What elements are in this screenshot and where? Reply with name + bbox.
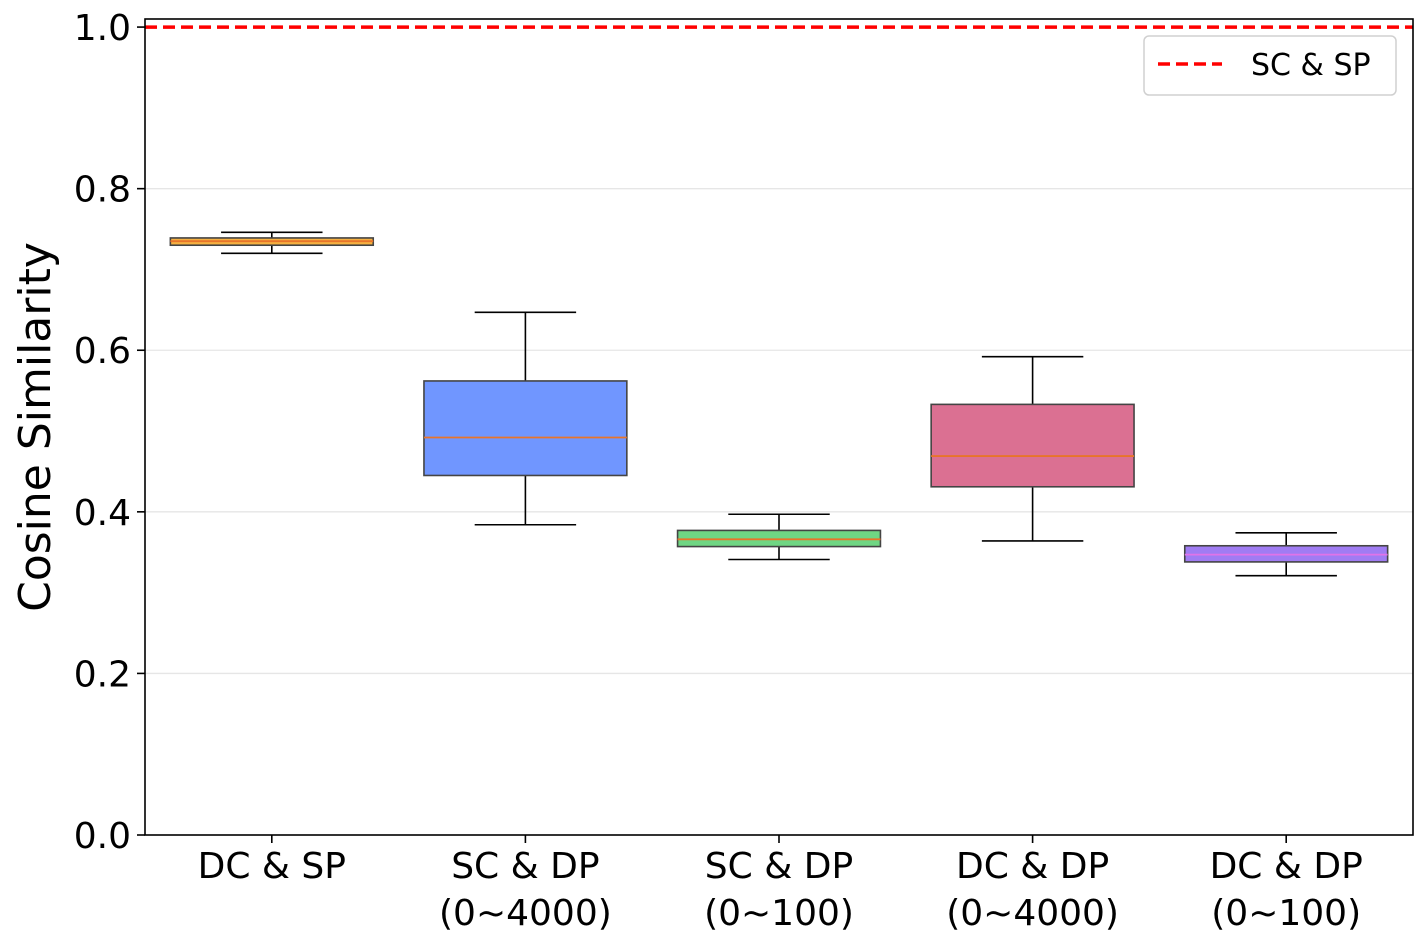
plot-frame [144,18,1414,836]
x-tick-label: DC & SP [198,846,346,887]
x-tick-label: SC & DP [451,846,599,887]
x-tick-label: DC & DP [1210,846,1363,887]
boxplot-2 [423,311,628,526]
y-axis-label: Cosine Similarity [10,242,61,612]
legend-label: SC & SP [1251,48,1371,83]
x-tick-label: DC & DP [956,846,1109,887]
x-tick-label: (0~4000) [439,893,612,934]
boxplot-5 [1183,532,1389,577]
legend: SC & SP [1143,35,1397,96]
boxplot-1 [169,231,375,255]
y-tick-label: 0.2 [74,654,131,695]
x-tick-label: SC & DP [705,846,853,887]
legend-frame [1143,35,1397,96]
boxplot-4 [930,355,1135,542]
grid-lines [145,188,1413,675]
y-tick-label: 1.0 [74,8,131,49]
y-axis: 0.0 0.2 0.4 0.6 0.8 1.0 [74,8,145,857]
x-tick-label: (0~100) [1211,893,1361,934]
x-axis: DC & SP SC & DP (0~4000) SC & DP (0~100) DC &… [198,835,1363,934]
y-tick-label: 0.4 [74,493,131,534]
y-tick-label: 0.8 [74,170,131,211]
y-tick-label: 0.6 [74,331,131,372]
x-tick-label: (0~4000) [946,893,1119,934]
boxplots [169,231,1389,577]
y-tick-label: 0.0 [74,816,131,857]
boxplot-3 [676,513,882,561]
x-tick-label: (0~100) [704,893,854,934]
box [423,380,628,477]
box [930,403,1135,488]
